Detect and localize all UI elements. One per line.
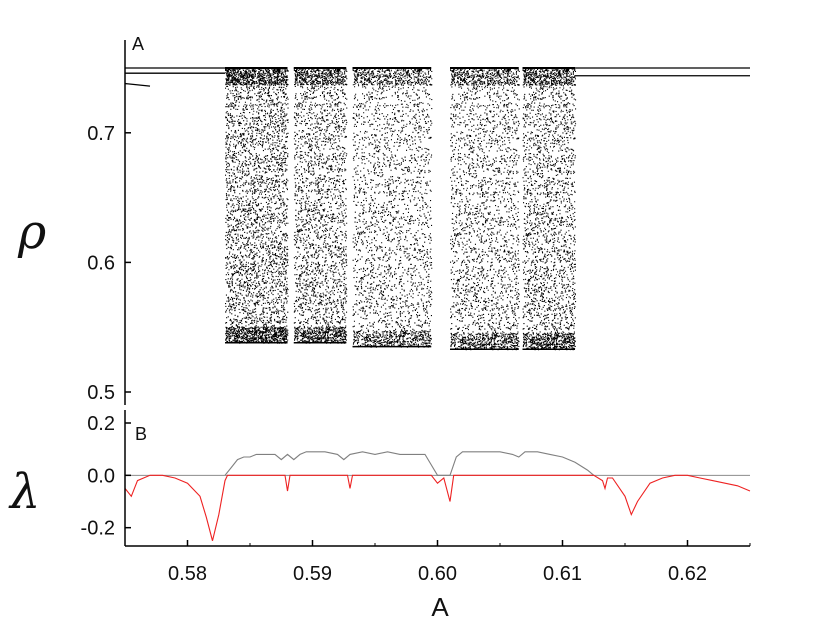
y-axis-title-lambda: λ bbox=[8, 464, 40, 520]
panel-label-b: B bbox=[135, 424, 147, 444]
bifurcation-y-ticks: 0.5 0.6 0.7 bbox=[87, 123, 131, 404]
y-tick-label: -0.2 bbox=[81, 518, 115, 540]
x-axis-title: A bbox=[431, 592, 449, 622]
x-tick-label: 0.58 bbox=[168, 563, 207, 585]
lyapunov-ticks: -0.2 0.0 0.2 0.58 0.59 0.60 0.61 0.62 bbox=[81, 413, 751, 585]
bifurcation-points bbox=[124, 67, 750, 351]
lyapunov-lines bbox=[124, 451, 751, 541]
y-axis-title-rho: ρ bbox=[17, 204, 46, 260]
chaotic-dots bbox=[225, 68, 577, 351]
y-tick-label: 0.2 bbox=[87, 413, 115, 435]
x-tick-label: 0.61 bbox=[543, 563, 582, 585]
bifurcation-panel: 0.5 0.6 0.7 A ρ bbox=[17, 34, 750, 405]
x-tick-label: 0.62 bbox=[668, 563, 707, 585]
short-branch bbox=[124, 82, 151, 87]
y-tick-label: 0.7 bbox=[87, 123, 115, 145]
lyapunov-panel: -0.2 0.0 0.2 0.58 0.59 0.60 0.61 0.62 B λ bbox=[8, 410, 751, 585]
lyapunov-series-red bbox=[124, 474, 751, 541]
panel-label-a: A bbox=[132, 34, 144, 54]
y-tick-label: 0.0 bbox=[87, 465, 115, 487]
y-tick-label: 0.5 bbox=[87, 382, 115, 404]
y-tick-label: 0.6 bbox=[87, 252, 115, 274]
x-tick-label: 0.59 bbox=[293, 563, 332, 585]
lyapunov-series-gray bbox=[224, 451, 595, 476]
x-tick-label: 0.60 bbox=[418, 563, 457, 585]
